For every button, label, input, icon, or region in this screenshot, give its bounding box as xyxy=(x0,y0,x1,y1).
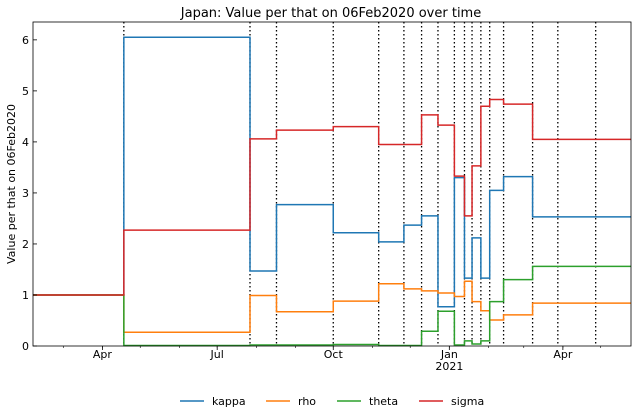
y-tick-label: 5 xyxy=(22,85,29,98)
y-tick-label: 1 xyxy=(22,289,29,302)
y-axis-label: Value per that on 06Feb2020 xyxy=(5,104,18,264)
plot-frame xyxy=(32,21,632,347)
x-tick-year-label: 2021 xyxy=(435,360,463,373)
y-tick-label: 3 xyxy=(22,187,29,200)
x-tick-label: Apr xyxy=(93,348,113,361)
y-tick-label: 6 xyxy=(22,34,29,47)
legend: kappa rho theta sigma xyxy=(180,395,484,408)
legend-label-sigma: sigma xyxy=(451,395,484,408)
legend-label-rho: rho xyxy=(298,395,316,408)
series-line-theta xyxy=(33,265,631,347)
series-line-sigma xyxy=(33,98,631,296)
legend-label-theta: theta xyxy=(369,395,398,408)
legend-label-kappa: kappa xyxy=(212,395,246,408)
x-tick-label: Jan xyxy=(440,348,458,361)
y-tick-label: 2 xyxy=(22,238,29,251)
x-tick-label: Oct xyxy=(324,348,344,361)
y-tick-label: 0 xyxy=(22,340,29,353)
chart-title: Japan: Value per that on 06Feb2020 over … xyxy=(180,6,481,21)
series-line-kappa xyxy=(33,36,631,308)
series-line-rho xyxy=(33,280,631,333)
x-tick-label: Jul xyxy=(210,348,224,361)
x-tick-label: Apr xyxy=(553,348,573,361)
y-tick-label: 4 xyxy=(22,136,29,149)
